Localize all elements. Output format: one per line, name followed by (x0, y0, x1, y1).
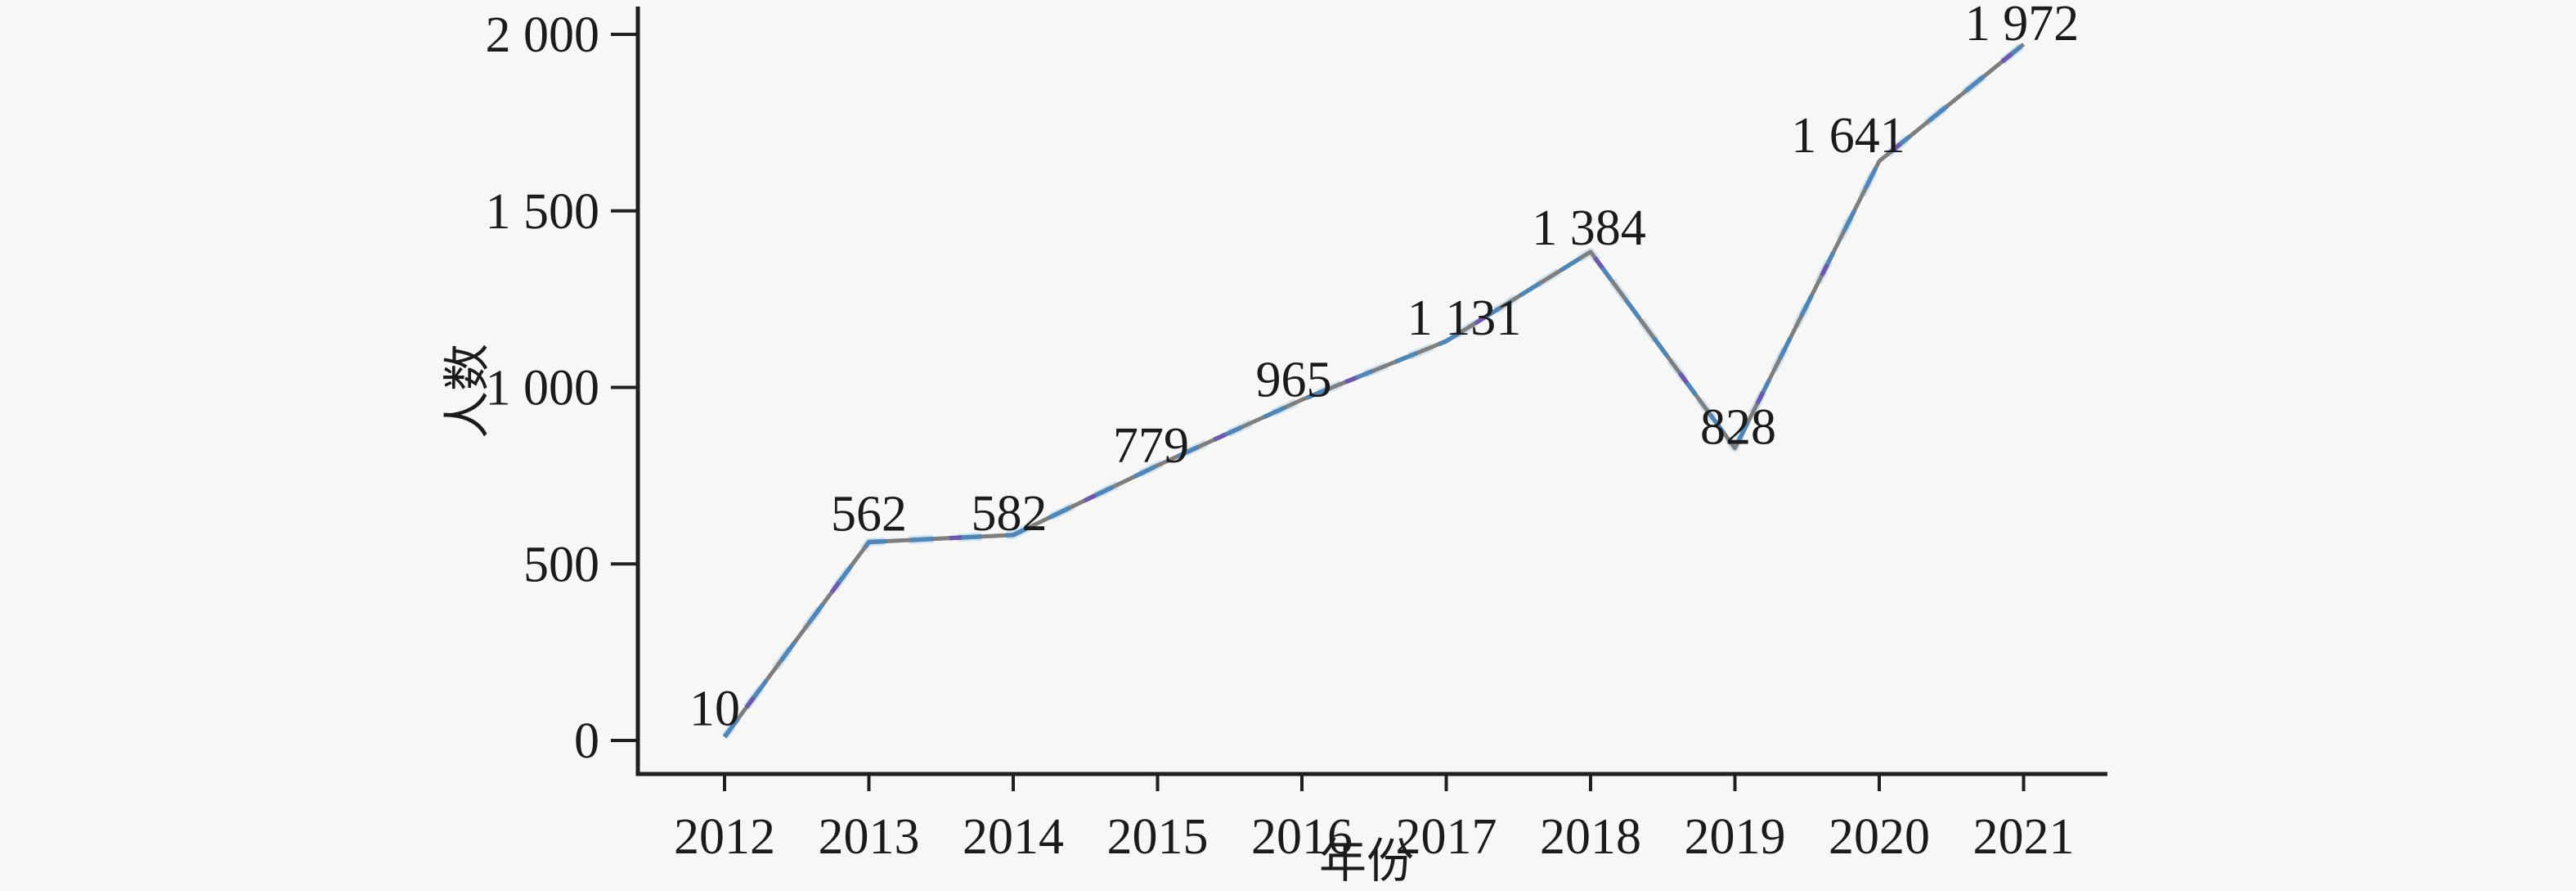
y-tick-label: 0 (574, 713, 599, 769)
x-tick-label: 2017 (1396, 809, 1497, 865)
series-line-blue-dashed (722, 42, 2026, 739)
data-point-label: 562 (831, 486, 907, 542)
x-tick-label: 2014 (963, 809, 1064, 865)
y-tick-label: 1 500 (486, 184, 600, 240)
x-axis-title: 年份 (1318, 835, 1415, 888)
x-tick-label: 2019 (1685, 809, 1786, 865)
data-point-label: 828 (1700, 400, 1776, 456)
x-tick-label: 2016 (1251, 809, 1353, 865)
y-tick-label: 500 (523, 537, 599, 592)
data-point-label: 1 972 (1965, 0, 2080, 52)
data-point-label: 10 (689, 682, 740, 737)
y-axis-title: 人数 (441, 343, 494, 439)
x-tick-label: 2013 (819, 809, 920, 865)
data-point-label: 1 641 (1791, 108, 1905, 164)
x-tick-label: 2021 (1973, 809, 2075, 865)
y-tick-label: 1 000 (486, 361, 600, 416)
x-tick-label: 2015 (1107, 809, 1209, 865)
data-point-label: 582 (972, 486, 1048, 542)
x-tick-label: 2020 (1829, 809, 1930, 865)
data-point-label: 965 (1256, 353, 1332, 408)
data-point-label: 1 384 (1532, 200, 1646, 256)
x-tick-label: 2018 (1540, 809, 1641, 865)
y-tick-label: 2 000 (486, 7, 600, 63)
x-tick-label: 2012 (674, 809, 775, 865)
data-point-label: 1 131 (1407, 290, 1522, 346)
data-point-label: 779 (1113, 418, 1189, 474)
